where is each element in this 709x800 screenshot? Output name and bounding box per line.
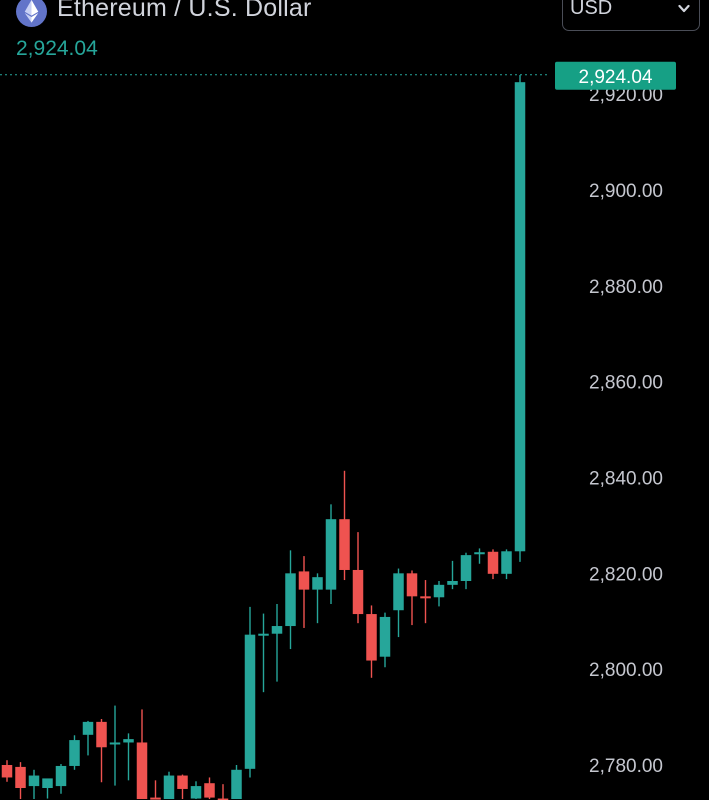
candle-up[interactable] [514,82,526,552]
candle-up[interactable] [474,552,485,555]
candle-up[interactable] [501,551,512,574]
candle-up[interactable] [231,769,242,800]
price-axis-tick-label: 2,900.00 [589,181,663,202]
pair-title: Ethereum / U.S. Dollar [57,0,312,22]
candle-down[interactable] [1,765,13,778]
candle-up[interactable] [190,786,202,799]
candle-down[interactable] [487,551,499,574]
candle-down[interactable] [406,573,418,597]
candle-up[interactable] [271,626,283,634]
candle-up[interactable] [379,616,391,657]
last-price-tag: 2,924.04 [555,61,676,90]
price-axis-tick-label: 2,860.00 [589,373,663,394]
candle-down[interactable] [177,775,188,789]
candle-up[interactable] [82,721,94,735]
candle-down[interactable] [96,721,107,748]
candle-up[interactable] [393,573,404,611]
chevron-down-icon [678,4,690,13]
candle-down[interactable] [150,797,161,800]
candle-down[interactable] [204,783,215,798]
candle-down[interactable] [339,519,350,570]
candle-up[interactable] [312,577,323,590]
currency-label: USD [570,0,613,19]
candle-up[interactable] [55,765,67,787]
candle-down[interactable] [217,798,229,800]
price-axis-tick-label: 2,780.00 [589,756,663,777]
price-axis-tick-label: 2,840.00 [589,469,663,490]
candle-up[interactable] [325,519,337,590]
last-price-tag-bg [555,61,676,90]
candle-up[interactable] [460,555,472,581]
candle-up[interactable] [163,775,175,800]
candle-up[interactable] [42,778,53,788]
candle-down[interactable] [366,614,377,661]
currency-select[interactable]: USD [562,0,700,31]
candle-down[interactable] [298,571,310,590]
price-axis-tick-label: 2,880.00 [589,277,663,298]
candle-down[interactable] [420,596,431,599]
candle-up[interactable] [447,581,458,585]
last-price: 2,924.04 [16,37,98,60]
price-axis[interactable]: 2,780.00 2,800.00 2,820.00 2,840.00 2,860.00… [589,85,663,777]
candle-up[interactable] [69,740,80,766]
candle-up[interactable] [28,775,40,787]
last-price-tag-label: 2,924.04 [579,67,653,88]
candle-down[interactable] [352,569,364,615]
ethereum-icon [16,0,47,27]
price-axis-tick-label: 2,920.00 [589,85,663,106]
price-axis-tick-label: 2,800.00 [589,660,663,681]
candle-down[interactable] [15,766,26,788]
candle-up[interactable] [123,739,134,743]
candle-up[interactable] [109,742,121,745]
price-axis-tick-label: 2,820.00 [589,564,663,585]
chart-header: Ethereum / U.S. Dollar 2,924.04 USD [0,0,709,70]
candle-up[interactable] [285,573,296,627]
candle-up[interactable] [433,584,445,598]
candle-up[interactable] [258,633,269,636]
candle-down[interactable] [136,742,148,800]
candles-group [1,75,526,800]
candle-up[interactable] [244,634,256,769]
